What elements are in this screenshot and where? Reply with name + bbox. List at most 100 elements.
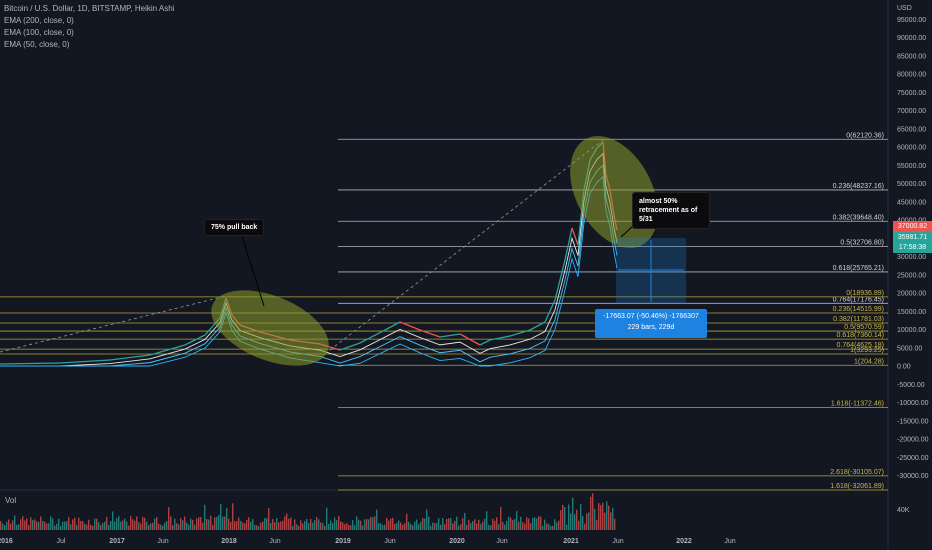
- volume-bar: [314, 520, 316, 530]
- time-tick-label: 2016: [0, 538, 13, 545]
- volume-bar: [426, 509, 428, 530]
- volume-bar: [352, 520, 354, 530]
- volume-bar: [472, 521, 474, 530]
- volume-bar: [318, 519, 320, 530]
- volume-bar: [32, 519, 34, 530]
- volume-bar: [334, 517, 336, 530]
- volume-bar: [344, 524, 346, 530]
- volume-bar: [424, 518, 426, 530]
- ema100-legend[interactable]: EMA (100, close, 0): [4, 28, 74, 37]
- volume-bar: [210, 515, 212, 530]
- volume-bar: [560, 510, 562, 530]
- volume-bar: [174, 518, 176, 530]
- volume-bar: [342, 522, 344, 530]
- retracement-callout[interactable]: almost 50% retracement as of 5/31: [632, 192, 710, 229]
- volume-bar: [98, 522, 100, 530]
- volume-bar: [146, 521, 148, 530]
- volume-bar: [566, 524, 568, 530]
- pullback-callout[interactable]: 75% pull back: [204, 219, 265, 236]
- time-tick-label: 2019: [335, 538, 351, 545]
- volume-bar: [328, 523, 330, 530]
- volume-bar: [134, 520, 136, 530]
- currency-label: USD: [897, 5, 912, 12]
- volume-bar: [368, 519, 370, 530]
- volume-bar: [248, 517, 250, 530]
- volume-bar: [416, 519, 418, 530]
- price-tick-label: 80000.00: [897, 72, 926, 79]
- volume-bar: [562, 504, 564, 530]
- volume-bar: [166, 521, 168, 530]
- volume-bar: [386, 517, 388, 530]
- volume-bar: [200, 517, 202, 530]
- volume-bar: [168, 507, 170, 530]
- volume-legend[interactable]: Vol: [5, 496, 17, 505]
- price-tick-label: 15000.00: [897, 309, 926, 316]
- volume-bar: [330, 520, 332, 530]
- volume-bar: [208, 519, 210, 530]
- volume-bar: [106, 516, 108, 530]
- volume-bar: [450, 517, 452, 530]
- volume-bar: [556, 522, 558, 530]
- volume-bar: [496, 517, 498, 530]
- volume-bar: [206, 518, 208, 530]
- volume-bar: [388, 520, 390, 530]
- price-tick-label: 20000.00: [897, 291, 926, 298]
- volume-bar: [514, 519, 516, 530]
- measure-tool-label[interactable]: -17663.07 (-50.46%) -1766307 229 bars, 2…: [595, 309, 707, 338]
- volume-bar: [572, 497, 574, 530]
- volume-bar: [576, 509, 578, 530]
- volume-bar: [524, 523, 526, 530]
- price-tick-label: 0.00: [897, 364, 911, 371]
- last-price-tag: 37000.82: [893, 221, 932, 232]
- volume-bar: [370, 516, 372, 530]
- time-axis: 2016 Jul 2017 Jun 2018 Jun 2019 Jun 2020 Jun 2021 J…: [0, 538, 736, 545]
- volume-bar: [182, 520, 184, 530]
- volume-bar: [70, 524, 72, 530]
- volume-bar: [266, 518, 268, 530]
- volume-bar: [34, 519, 36, 530]
- volume-bar: [326, 507, 328, 530]
- volume-bar: [140, 523, 142, 530]
- volume-bar: [372, 517, 374, 530]
- volume-bar: [246, 519, 248, 530]
- volume-bar: [308, 522, 310, 530]
- volume-bar: [0, 521, 2, 530]
- volume-bar: [478, 519, 480, 530]
- symbol-title[interactable]: Bitcoin / U.S. Dollar, 1D, BITSTAMP, Hei…: [4, 4, 175, 13]
- volume-bar: [262, 521, 264, 530]
- volume-bar: [504, 524, 506, 530]
- volume-bar: [300, 520, 302, 530]
- fib-top-label: 0.764(17176.45): [833, 296, 884, 303]
- volume-bar: [512, 519, 514, 530]
- price-candle-segment: [59, 359, 111, 364]
- price-tick-label: 55000.00: [897, 163, 926, 170]
- volume-bar: [36, 521, 38, 530]
- volume-bar: [470, 523, 472, 530]
- price-tick-label: -25000.00: [897, 455, 929, 462]
- volume-bar: [192, 519, 194, 530]
- volume-bar: [610, 512, 612, 530]
- volume-bar: [362, 525, 364, 530]
- fib-bottom-label: 1(204.28): [854, 358, 884, 365]
- ema200-legend[interactable]: EMA (200, close, 0): [4, 16, 74, 25]
- ema50-legend[interactable]: EMA (50, close, 0): [4, 40, 70, 49]
- volume-bar: [350, 525, 352, 530]
- fib-bottom-label: 0.618(7360.14): [837, 332, 884, 339]
- volume-bar: [582, 516, 584, 530]
- volume-bar: [144, 517, 146, 530]
- volume-bar: [434, 523, 436, 530]
- volume-bar: [312, 522, 314, 530]
- volume-bar: [602, 502, 604, 530]
- volume-bar: [142, 516, 144, 530]
- volume-bar: [72, 519, 74, 530]
- volume-bar: [452, 523, 454, 530]
- pullback-pointer: [239, 229, 265, 307]
- volume-bar: [126, 521, 128, 530]
- volume-bar: [100, 525, 102, 530]
- volume-bar: [276, 518, 278, 530]
- volume-bar: [20, 519, 22, 530]
- volume-bar: [574, 514, 576, 530]
- volume-bar: [28, 525, 30, 530]
